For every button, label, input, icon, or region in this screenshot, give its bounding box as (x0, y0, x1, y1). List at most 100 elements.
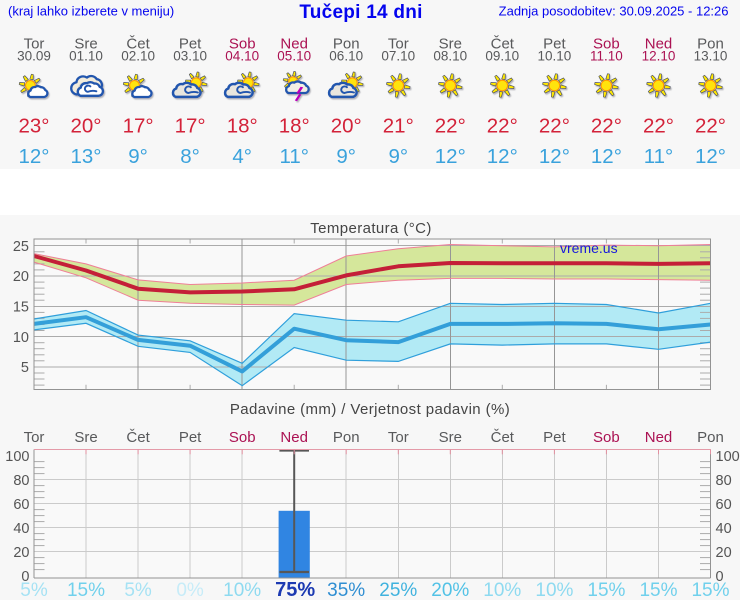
svg-text:Tor: Tor (24, 36, 45, 53)
svg-text:04.10: 04.10 (225, 49, 259, 64)
svg-text:Ned: Ned (280, 429, 308, 446)
svg-text:0: 0 (21, 569, 29, 585)
svg-text:15%: 15% (691, 580, 729, 600)
svg-text:0%: 0% (176, 580, 204, 600)
svg-text:4°: 4° (232, 145, 252, 168)
svg-text:Čet: Čet (491, 429, 515, 446)
svg-text:12°: 12° (435, 145, 466, 168)
svg-text:09.10: 09.10 (485, 49, 519, 64)
svg-text:100: 100 (5, 449, 29, 465)
svg-text:40: 40 (13, 521, 29, 537)
svg-text:20: 20 (13, 545, 29, 561)
svg-text:Tor: Tor (388, 36, 409, 53)
svg-text:Sre: Sre (74, 429, 97, 446)
svg-text:Sre: Sre (439, 429, 462, 446)
svg-text:(kraj lahko izberete v meniju): (kraj lahko izberete v meniju) (8, 4, 174, 19)
svg-text:Sob: Sob (593, 36, 620, 53)
svg-text:15: 15 (13, 300, 29, 316)
svg-text:0: 0 (716, 569, 724, 585)
svg-text:20: 20 (716, 545, 732, 561)
svg-text:25%: 25% (379, 580, 417, 600)
svg-text:8°: 8° (180, 145, 200, 168)
svg-text:03.10: 03.10 (173, 49, 207, 64)
svg-text:10: 10 (13, 330, 29, 346)
svg-text:Ned: Ned (645, 36, 673, 53)
svg-text:12°: 12° (695, 145, 726, 168)
svg-text:75%: 75% (275, 579, 315, 600)
svg-text:12°: 12° (487, 145, 518, 168)
svg-text:5%: 5% (124, 580, 152, 600)
svg-text:5%: 5% (20, 580, 48, 600)
svg-text:17°: 17° (175, 115, 206, 138)
svg-text:22°: 22° (695, 115, 726, 138)
svg-text:12.10: 12.10 (642, 49, 676, 64)
svg-text:Pet: Pet (543, 36, 566, 53)
svg-text:08.10: 08.10 (433, 49, 467, 64)
svg-text:Sob: Sob (593, 429, 620, 446)
svg-text:05.10: 05.10 (277, 49, 311, 64)
svg-text:07.10: 07.10 (381, 49, 415, 64)
svg-text:9°: 9° (336, 145, 356, 168)
svg-text:Ned: Ned (645, 429, 673, 446)
svg-text:Pet: Pet (179, 36, 202, 53)
svg-text:22°: 22° (643, 115, 674, 138)
svg-text:Pet: Pet (179, 429, 202, 446)
svg-text:15%: 15% (639, 580, 677, 600)
svg-text:Sre: Sre (74, 36, 97, 53)
svg-text:10%: 10% (483, 580, 521, 600)
svg-text:Ned: Ned (280, 36, 308, 53)
svg-text:13°: 13° (70, 145, 101, 168)
svg-text:Sre: Sre (439, 36, 462, 53)
svg-text:12°: 12° (18, 145, 49, 168)
svg-text:10%: 10% (223, 580, 261, 600)
svg-text:10.10: 10.10 (538, 49, 572, 64)
svg-text:Čet: Čet (126, 429, 150, 446)
svg-text:22°: 22° (539, 115, 570, 138)
svg-text:Sob: Sob (229, 429, 256, 446)
svg-text:11°: 11° (279, 145, 308, 168)
svg-text:Pet: Pet (543, 429, 566, 446)
svg-text:Sob: Sob (229, 36, 256, 53)
svg-text:06.10: 06.10 (329, 49, 363, 64)
svg-text:Zadnja posodobitev: 30.09.2025: Zadnja posodobitev: 30.09.2025 - 12:26 (499, 4, 729, 19)
svg-text:18°: 18° (279, 115, 310, 138)
svg-text:02.10: 02.10 (121, 49, 155, 64)
svg-text:11°: 11° (644, 145, 673, 168)
svg-text:40: 40 (716, 521, 732, 537)
svg-text:100: 100 (716, 449, 740, 465)
svg-text:20°: 20° (331, 115, 362, 138)
svg-text:Čet: Čet (126, 36, 150, 53)
svg-text:Tor: Tor (24, 429, 45, 446)
svg-text:30.09: 30.09 (17, 49, 51, 64)
svg-text:12°: 12° (591, 145, 622, 168)
svg-text:22°: 22° (487, 115, 518, 138)
svg-text:5: 5 (21, 360, 29, 376)
svg-text:80: 80 (13, 473, 29, 489)
svg-text:23°: 23° (18, 115, 49, 138)
svg-text:01.10: 01.10 (69, 49, 103, 64)
svg-text:Pon: Pon (333, 36, 360, 53)
svg-text:60: 60 (716, 497, 732, 513)
svg-text:22°: 22° (435, 115, 466, 138)
svg-text:Pon: Pon (697, 429, 724, 446)
svg-text:21°: 21° (383, 115, 414, 138)
svg-text:18°: 18° (227, 115, 258, 138)
svg-text:9°: 9° (128, 145, 148, 168)
svg-text:Pon: Pon (333, 429, 360, 446)
svg-text:80: 80 (716, 473, 732, 489)
svg-text:25: 25 (13, 239, 29, 255)
svg-text:Pon: Pon (697, 36, 724, 53)
svg-text:15%: 15% (67, 580, 105, 600)
svg-text:15%: 15% (587, 580, 625, 600)
svg-text:Temperatura (°C): Temperatura (°C) (310, 220, 432, 237)
svg-text:vreme.us: vreme.us (560, 240, 618, 256)
svg-text:Tučepi 14 dni: Tučepi 14 dni (299, 2, 422, 23)
svg-text:Padavine (mm) / Verjetnost pad: Padavine (mm) / Verjetnost padavin (%) (230, 401, 510, 418)
svg-text:10%: 10% (535, 580, 573, 600)
svg-text:20%: 20% (431, 580, 469, 600)
svg-text:Čet: Čet (491, 36, 515, 53)
svg-text:20°: 20° (70, 115, 101, 138)
svg-text:60: 60 (13, 497, 29, 513)
svg-text:9°: 9° (388, 145, 408, 168)
svg-text:17°: 17° (123, 115, 154, 138)
